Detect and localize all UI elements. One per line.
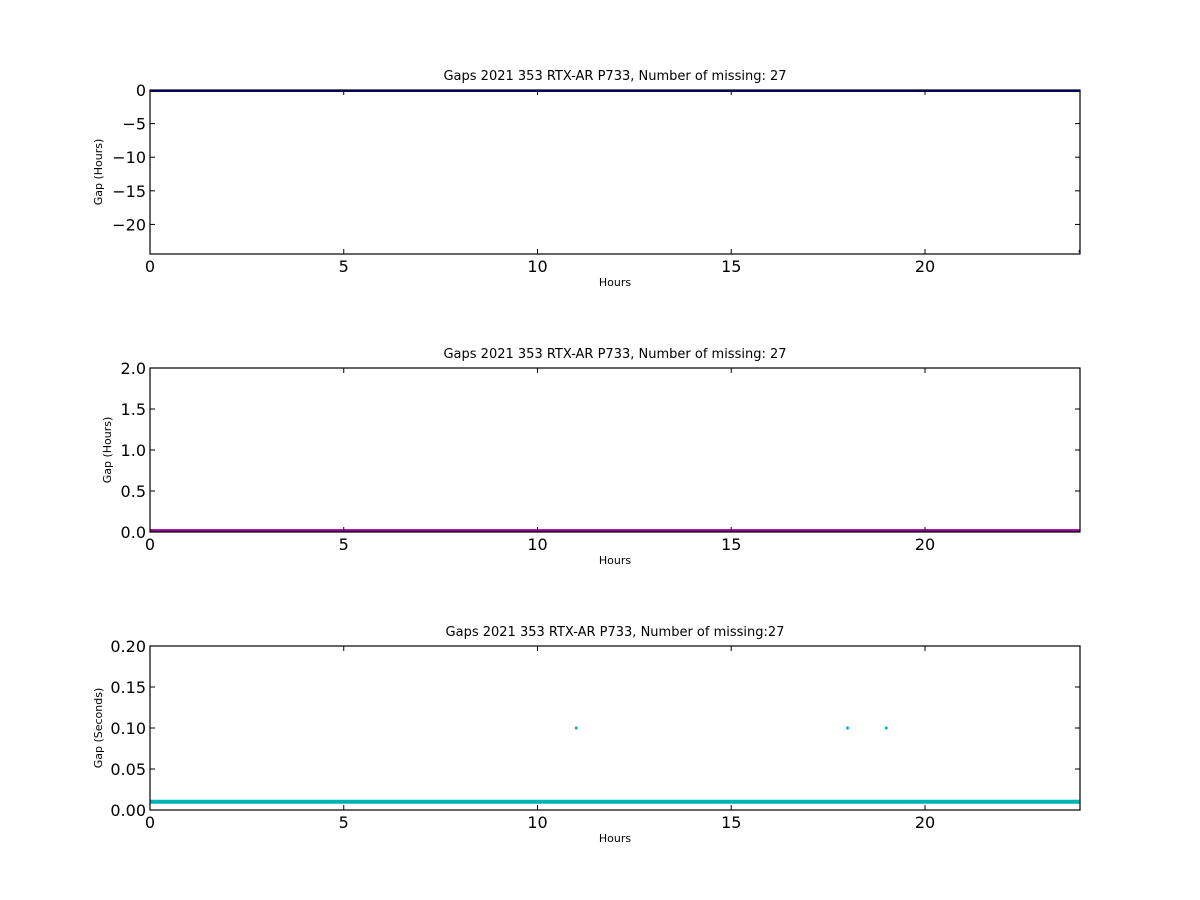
x-tick-label: 20 [915,257,935,276]
x-axis-label: Hours [599,276,631,289]
subplot-2: Gaps 2021 353 RTX-AR P733, Number of mis… [101,347,1081,567]
y-tick-label: −10 [112,148,146,167]
x-tick-label: 10 [527,535,547,554]
x-tick-label: 10 [527,257,547,276]
plot-area [150,726,1080,804]
subplot-3: Gaps 2021 353 RTX-AR P733, Number of mis… [92,625,1081,845]
x-tick-label: 15 [721,535,741,554]
y-tick-label: 1.0 [121,441,146,460]
axes-frame [149,645,1081,811]
y-tick-label: 0.00 [110,801,146,820]
x-tick-label: 0 [145,257,155,276]
data-point [574,726,578,730]
chart-title: Gaps 2021 353 RTX-AR P733, Number of mis… [443,347,786,362]
x-tick-label: 20 [915,813,935,832]
data-point [846,726,849,730]
x-tick-label: 0 [145,813,155,832]
y-tick-label: −5 [122,115,146,134]
y-axis-label: Gap (Hours) [92,139,105,206]
x-tick-label: 5 [339,535,349,554]
y-tick-label: 1.5 [121,400,146,419]
x-axis-label: Hours [599,832,631,845]
x-tick-label: 15 [721,813,741,832]
y-tick-label: 0.05 [110,760,146,779]
y-axis-label: Gap (Hours) [101,417,114,484]
subplot-1: Gaps 2021 353 RTX-AR P733, Number of mis… [92,69,1081,289]
x-tick-label: 5 [339,813,349,832]
x-tick-label: 20 [915,535,935,554]
y-tick-label: 0 [136,81,146,100]
x-tick-label: 15 [721,257,741,276]
y-tick-label: 0.15 [110,678,146,697]
x-tick-label: 0 [145,535,155,554]
y-tick-label: 0.5 [121,482,146,501]
y-tick-label: 0.10 [110,719,146,738]
axes-frame [149,89,1081,255]
data-point [884,726,888,730]
chart-title: Gaps 2021 353 RTX-AR P733, Number of mis… [446,625,785,640]
x-axis-label: Hours [599,554,631,567]
y-tick-label: 0.0 [121,523,146,542]
y-tick-label: −20 [112,215,146,234]
y-axis-label: Gap (Seconds) [92,688,105,769]
y-tick-label: −15 [112,182,146,201]
y-tick-label: 0.20 [110,637,146,656]
x-tick-label: 5 [339,257,349,276]
x-tick-label: 10 [527,813,547,832]
chart-title: Gaps 2021 353 RTX-AR P733, Number of mis… [443,69,786,84]
axes-frame [149,367,1081,533]
plot-area [150,90,1080,253]
y-tick-label: 2.0 [121,359,146,378]
